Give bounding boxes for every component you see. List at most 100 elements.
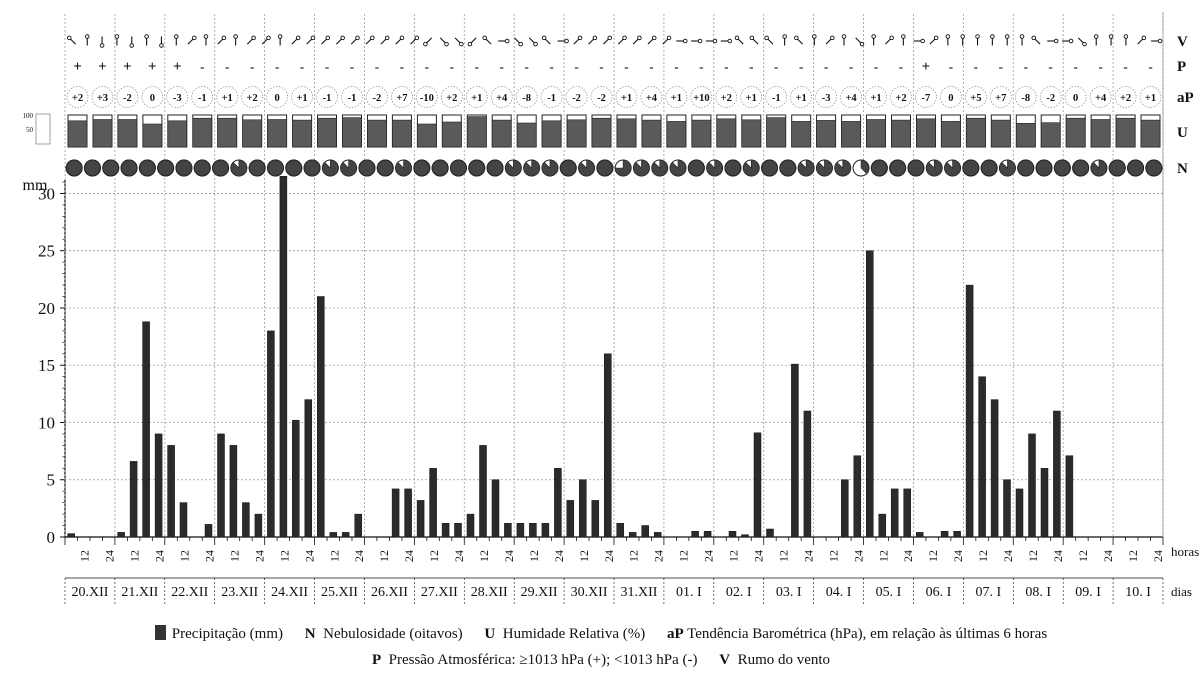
pressure-sign: - xyxy=(574,59,578,74)
humidity-bar xyxy=(317,117,337,148)
tendency-circle xyxy=(515,86,538,108)
precipitation-bar xyxy=(154,433,163,538)
x-day-label: 10. I xyxy=(1125,585,1151,600)
tendency-value: -2 xyxy=(572,93,581,104)
tendency-circle xyxy=(1014,86,1037,108)
x-hour-label: 24 xyxy=(1001,550,1015,562)
wind-station-dot xyxy=(221,35,227,41)
legend-ap-text: Tendência Barométrica (hPa), em relação … xyxy=(687,626,1048,642)
pressure-sign: - xyxy=(774,59,778,74)
x-day-label: 05. I xyxy=(876,585,902,600)
wind-station-dot xyxy=(577,35,583,41)
humidity-bar xyxy=(417,123,437,148)
x-hour-label: 24 xyxy=(1151,550,1165,562)
cloud-fill xyxy=(340,159,357,177)
precipitation-bar xyxy=(529,523,537,538)
row-label-tendency: aP xyxy=(1177,90,1194,106)
cloud-fill xyxy=(962,159,980,177)
x-day-label: 02. I xyxy=(726,585,752,600)
tendency-circle xyxy=(391,86,413,108)
x-hour-label: 12 xyxy=(926,550,940,562)
wind-station-dot xyxy=(889,35,894,41)
precipitation-bar xyxy=(691,531,699,538)
cloud-fill xyxy=(724,159,742,177)
tendency-circle xyxy=(740,86,763,108)
humidity-bar xyxy=(1115,117,1136,148)
precipitation-bar xyxy=(554,468,562,538)
tendency-circle xyxy=(1039,86,1062,108)
humidity-bar xyxy=(217,117,237,148)
x-hour-label: 24 xyxy=(851,550,865,562)
tendency-value: +2 xyxy=(72,93,83,104)
cloud-fill xyxy=(395,159,412,177)
legend-n-text: Nebulosidade (oitavos) xyxy=(323,626,463,642)
pressure-sign: - xyxy=(549,59,553,74)
wind-station-dot xyxy=(859,41,865,47)
humidity-bar xyxy=(367,119,387,148)
wind-station-dot xyxy=(504,38,510,44)
tendency-value: 0 xyxy=(1073,93,1078,104)
cloud-fill xyxy=(1127,159,1145,177)
cloud-fill xyxy=(230,159,248,177)
humidity-bar xyxy=(1140,119,1161,148)
cloud-fill xyxy=(925,159,943,177)
tendency-value: 0 xyxy=(948,93,953,104)
precipitation-bar xyxy=(204,524,213,538)
humidity-scale-tick: 100 xyxy=(23,112,34,120)
wind-station-dot xyxy=(1004,34,1010,39)
tendency-value: +4 xyxy=(646,93,658,104)
precipitation-bar xyxy=(404,488,412,538)
wind-station-dot xyxy=(637,35,642,41)
wind-station-dot xyxy=(518,41,523,47)
precipitation-bar xyxy=(579,479,587,538)
wind-station-dot xyxy=(370,35,375,41)
tendency-value: +7 xyxy=(396,93,407,104)
wind-station-dot xyxy=(174,34,179,39)
pressure-sign: - xyxy=(200,59,204,74)
x-hour-label: 24 xyxy=(652,550,666,562)
cloud-fill xyxy=(761,159,779,177)
cloud-fill xyxy=(83,159,101,177)
x-hour-label: 12 xyxy=(327,550,341,562)
tendency-value: -3 xyxy=(173,93,182,104)
x-day-label: 20.XII xyxy=(71,585,108,600)
tendency-circle xyxy=(341,86,363,108)
legend-precipitation: Precipitação (mm) xyxy=(154,625,283,642)
precipitation-bar xyxy=(67,533,75,538)
cloud-fill xyxy=(1108,159,1126,177)
wind-station-dot xyxy=(192,35,197,41)
precipitation-bar xyxy=(703,531,712,538)
x-hour-label: 24 xyxy=(901,550,915,562)
pressure-sign: - xyxy=(799,59,803,74)
tendency-value: +5 xyxy=(970,93,981,104)
wind-station-dot xyxy=(423,41,428,47)
cloud-fill xyxy=(1072,159,1090,177)
wind-station-dot xyxy=(782,34,787,39)
precipitation-bar xyxy=(616,523,624,538)
precipitation-bar xyxy=(179,502,188,538)
humidity-scale-box xyxy=(35,113,51,145)
wind-station-dot xyxy=(1031,35,1036,41)
cloud-fill xyxy=(248,159,266,177)
pressure-sign: - xyxy=(749,59,753,74)
wind-station-dot xyxy=(933,35,939,41)
cloud-fill xyxy=(449,159,467,177)
cloud-fill xyxy=(980,159,998,177)
precipitation-bar xyxy=(129,461,138,538)
wind-station-dot xyxy=(1123,34,1129,39)
wind-station-dot xyxy=(99,43,105,48)
precipitation-bar xyxy=(416,500,425,538)
cloud-fill xyxy=(266,159,284,177)
cloud-fill xyxy=(944,159,961,177)
tendency-value: +4 xyxy=(1095,93,1107,104)
wind-station-dot xyxy=(945,34,951,39)
x-hour-label: 24 xyxy=(402,550,416,562)
x-hour-label: 12 xyxy=(227,550,241,562)
wind-station-dot xyxy=(764,35,769,41)
pressure-sign: + xyxy=(123,59,132,75)
wind-station-dot xyxy=(251,35,256,41)
wind-station-dot xyxy=(1141,35,1147,41)
pressure-sign: - xyxy=(674,59,678,74)
humidity-bar xyxy=(117,119,138,148)
wind-station-dot xyxy=(622,35,627,41)
